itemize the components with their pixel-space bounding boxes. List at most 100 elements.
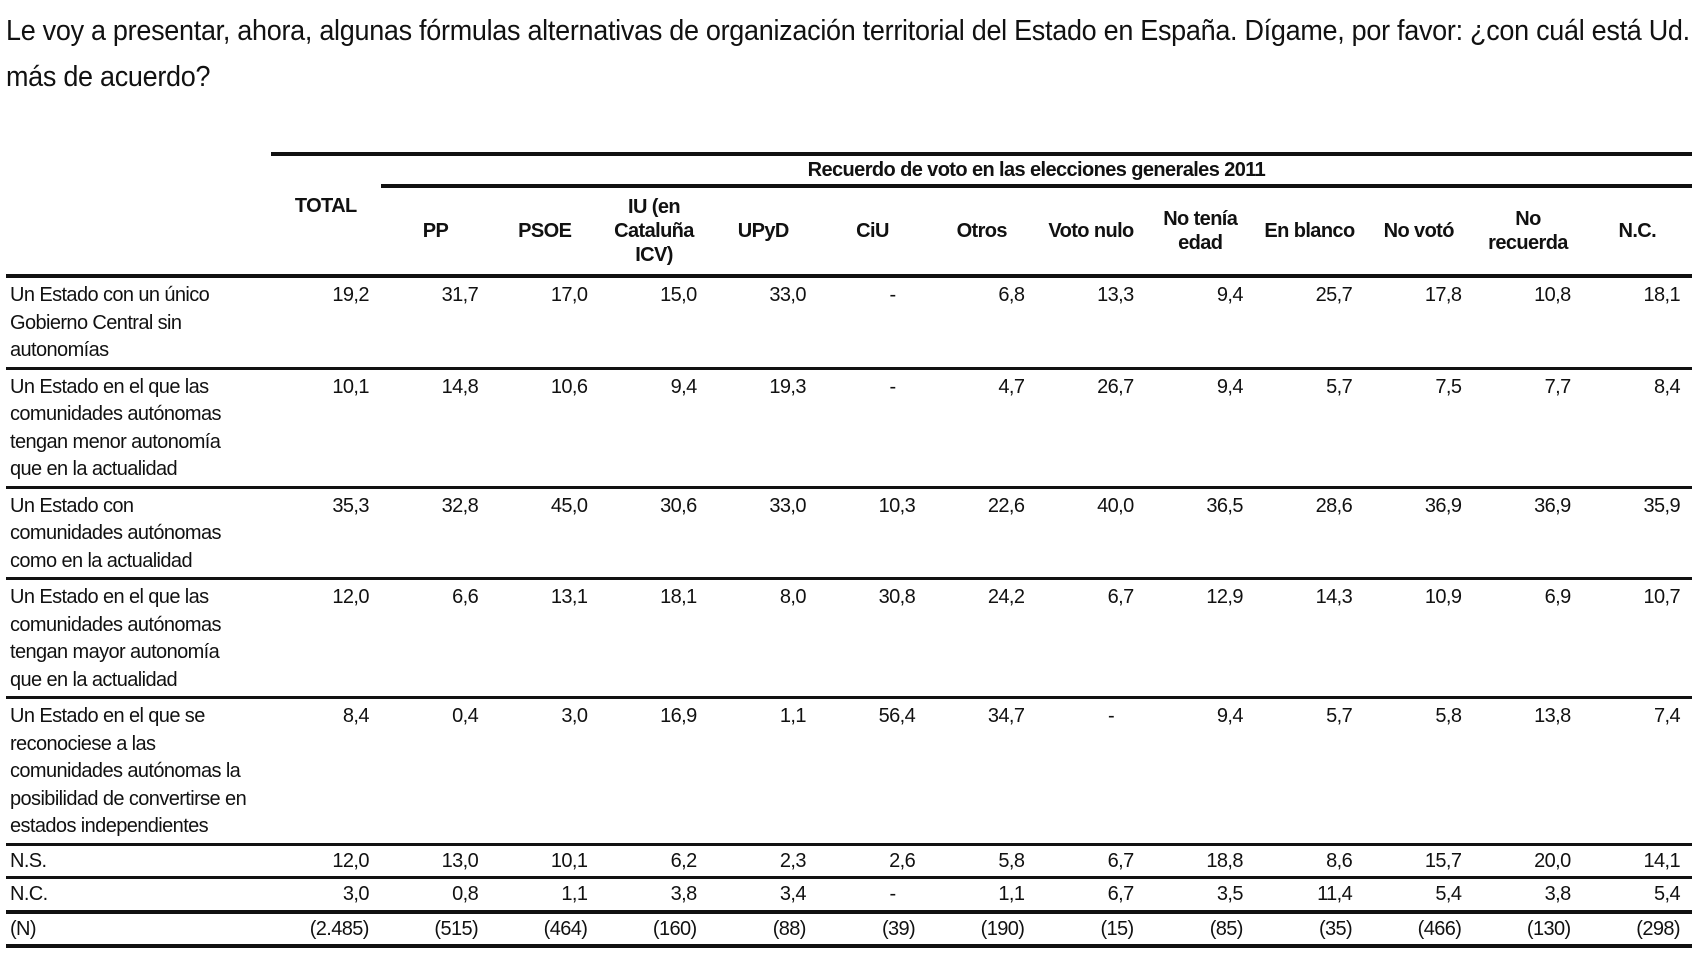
value-cell: (15) — [1036, 911, 1146, 948]
value-cell: (35) — [1254, 911, 1365, 948]
value-cell: - — [817, 276, 928, 370]
value-cell: 1,1 — [490, 877, 600, 914]
value-cell: 6,8 — [927, 276, 1037, 370]
value-cell: 14,8 — [380, 368, 491, 489]
table-row: Un Estado con un único Gobierno Central … — [6, 276, 1692, 370]
column-header: CiU — [817, 186, 928, 278]
value-cell: 30,8 — [817, 578, 928, 699]
value-cell: 18,1 — [1582, 276, 1692, 370]
value-cell: 17,8 — [1364, 276, 1474, 370]
value-cell: 18,1 — [599, 578, 709, 699]
total-cell: 12,0 — [270, 844, 381, 879]
value-cell: 22,6 — [927, 487, 1037, 580]
row-label: N.C. — [6, 877, 271, 914]
value-cell: 6,7 — [1036, 578, 1146, 699]
value-cell: 13,8 — [1473, 697, 1583, 846]
value-cell: 6,9 — [1473, 578, 1583, 699]
value-cell: 10,3 — [817, 487, 928, 580]
table-row: Un Estado con comunidades autónomas como… — [6, 487, 1692, 580]
value-cell: 36,9 — [1473, 487, 1583, 580]
value-cell: 3,5 — [1145, 877, 1255, 914]
value-cell: 56,4 — [817, 697, 928, 846]
value-cell: (39) — [817, 911, 928, 948]
value-cell: 25,7 — [1254, 276, 1365, 370]
survey-question: Le voy a presentar, ahora, algunas fórmu… — [6, 15, 1690, 93]
value-cell: 13,0 — [380, 844, 491, 879]
value-cell: (466) — [1364, 911, 1474, 948]
table-row: Un Estado en el que las comunidades autó… — [6, 368, 1692, 489]
row-label: Un Estado en el que se reconociese a las… — [6, 697, 271, 846]
table-row: Un Estado en el que las comunidades autó… — [6, 578, 1692, 699]
value-cell: 10,6 — [490, 368, 600, 489]
value-cell: 36,5 — [1145, 487, 1255, 580]
value-cell: 18,8 — [1145, 844, 1255, 879]
group-header-vote-recall: Recuerdo de voto en las elecciones gener… — [380, 156, 1692, 188]
value-cell: 24,2 — [927, 578, 1037, 699]
row-label: (N) — [6, 911, 271, 948]
value-cell: 14,3 — [1254, 578, 1365, 699]
value-cell: 10,8 — [1473, 276, 1583, 370]
value-cell: 6,7 — [1036, 844, 1146, 879]
column-header-total: TOTAL — [270, 156, 381, 278]
value-cell: 8,4 — [1582, 368, 1692, 489]
value-cell: (515) — [380, 911, 491, 948]
value-cell: 13,1 — [490, 578, 600, 699]
total-cell: 8,4 — [270, 697, 381, 846]
value-cell: 14,1 — [1582, 844, 1692, 879]
value-cell: 7,4 — [1582, 697, 1692, 846]
column-header: No recuerda — [1473, 186, 1583, 278]
row-label: Un Estado con un único Gobierno Central … — [6, 276, 271, 370]
table-row: N.S. 12,0 13,0 10,1 6,2 2,3 2,6 5,8 6,7 18,8 8,6 15… — [6, 844, 1692, 879]
value-cell: 6,2 — [599, 844, 709, 879]
value-cell: 5,7 — [1254, 697, 1365, 846]
value-cell: 12,9 — [1145, 578, 1255, 699]
value-cell: 3,8 — [599, 877, 709, 914]
value-cell: 19,3 — [708, 368, 818, 489]
value-cell: 8,0 — [708, 578, 818, 699]
column-header: En blanco — [1254, 186, 1365, 278]
value-cell: 11,4 — [1254, 877, 1365, 914]
value-cell: 13,3 — [1036, 276, 1146, 370]
total-cell: 3,0 — [270, 877, 381, 914]
value-cell: 4,7 — [927, 368, 1037, 489]
value-cell: 34,7 — [927, 697, 1037, 846]
value-cell: 5,4 — [1582, 877, 1692, 914]
value-cell: 6,7 — [1036, 877, 1146, 914]
value-cell: 5,8 — [927, 844, 1037, 879]
value-cell: (88) — [708, 911, 818, 948]
value-cell: (464) — [490, 911, 600, 948]
value-cell: 3,8 — [1473, 877, 1583, 914]
total-cell: (2.485) — [270, 911, 381, 948]
column-header: PSOE — [490, 186, 600, 278]
value-cell: 2,3 — [708, 844, 818, 879]
row-label: Un Estado con comunidades autónomas como… — [6, 487, 271, 580]
value-cell: (298) — [1582, 911, 1692, 948]
value-cell: 6,6 — [380, 578, 491, 699]
value-cell: 3,0 — [490, 697, 600, 846]
value-cell: (160) — [599, 911, 709, 948]
column-header: UPyD — [708, 186, 818, 278]
value-cell: (190) — [927, 911, 1037, 948]
value-cell: 0,8 — [380, 877, 491, 914]
value-cell: - — [817, 877, 928, 914]
value-cell: 33,0 — [708, 276, 818, 370]
total-cell: 12,0 — [270, 578, 381, 699]
value-cell: 28,6 — [1254, 487, 1365, 580]
value-cell: 8,6 — [1254, 844, 1365, 879]
column-header: Voto nulo — [1036, 186, 1146, 278]
row-label: Un Estado en el que las comunidades autó… — [6, 578, 271, 699]
value-cell: - — [817, 368, 928, 489]
table-row: (N) (2.485) (515) (464) (160) (88) (39) (190) (1… — [6, 911, 1692, 948]
value-cell: 9,4 — [599, 368, 709, 489]
value-cell: 9,4 — [1145, 368, 1255, 489]
total-cell: 35,3 — [270, 487, 381, 580]
value-cell: 32,8 — [380, 487, 491, 580]
value-cell: 26,7 — [1036, 368, 1146, 489]
column-header: No votó — [1364, 186, 1474, 278]
value-cell: 0,4 — [380, 697, 491, 846]
value-cell: 9,4 — [1145, 697, 1255, 846]
row-label: N.S. — [6, 844, 271, 879]
value-cell: 5,4 — [1364, 877, 1474, 914]
value-cell: 35,9 — [1582, 487, 1692, 580]
value-cell: 16,9 — [599, 697, 709, 846]
